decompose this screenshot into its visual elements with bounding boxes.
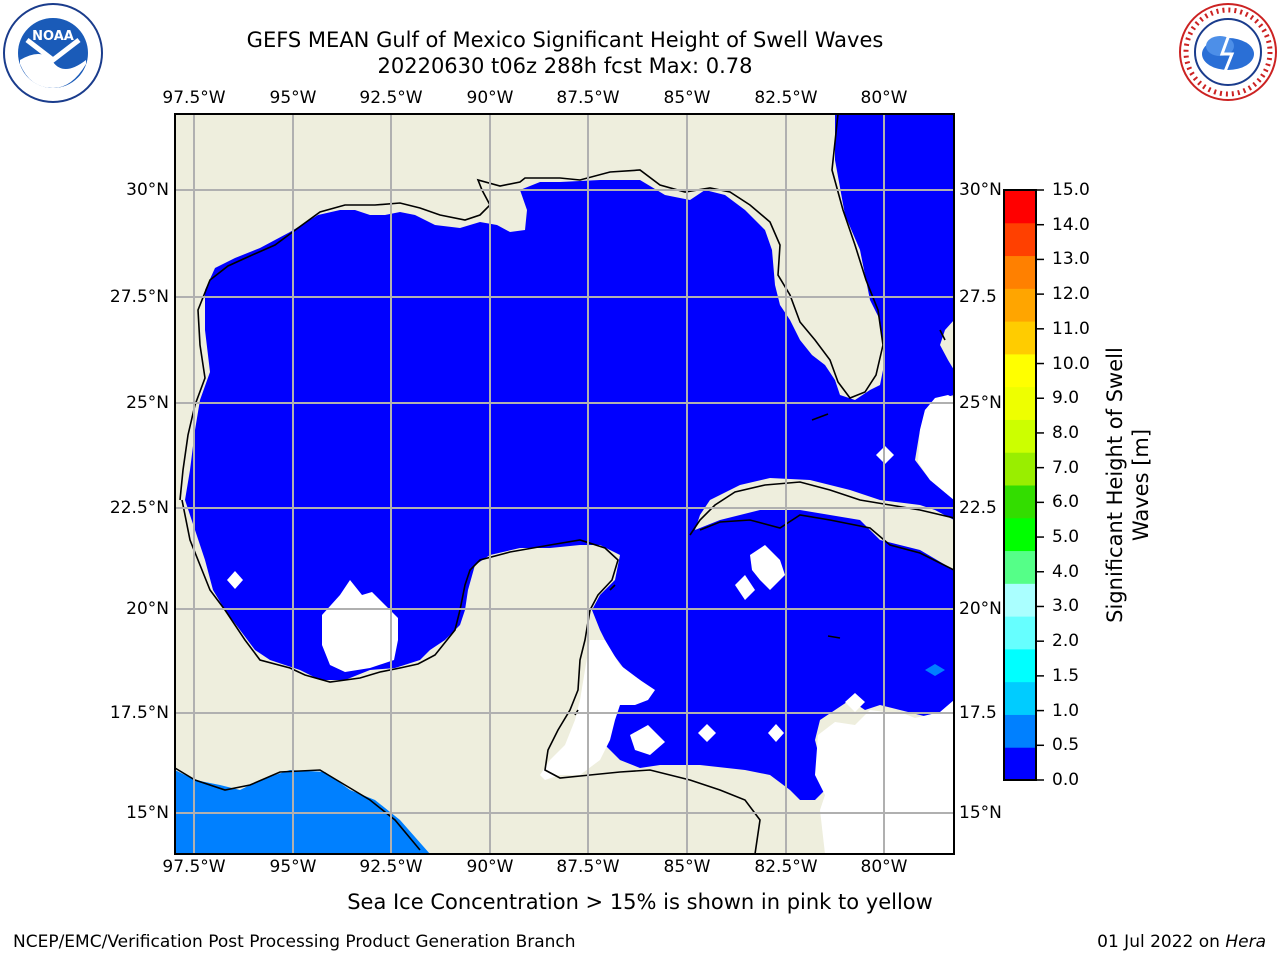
lat-label-right: 25°N: [959, 393, 1002, 413]
lon-label: 90°W: [466, 88, 514, 108]
lat-label-right: 20°N: [959, 599, 1002, 619]
lat-label: 30°N: [126, 180, 169, 200]
lon-label: 82.5°W: [754, 857, 818, 877]
lat-label: 20°N: [126, 599, 169, 619]
noaa-logo: NOAA: [3, 3, 103, 103]
lon-label: 80°W: [860, 88, 908, 108]
footer-date: 01 Jul 2022 on Hera: [1097, 932, 1266, 952]
colorbar-segment: [1004, 681, 1036, 715]
lat-label-right: 17.5: [959, 703, 997, 723]
colorbar-tick-label: 8.0: [1052, 422, 1080, 443]
footer-machine: Hera: [1225, 932, 1266, 952]
colorbar-segment: [1004, 321, 1036, 355]
colorbar-segment: [1004, 222, 1036, 257]
colorbar-segment: [1004, 583, 1036, 617]
lon-label: 97.5°W: [162, 857, 226, 877]
lat-label: 17.5°N: [109, 703, 169, 723]
colorbar-tick-label: 2.0: [1052, 631, 1080, 652]
lat-label-right: 30°N: [959, 180, 1002, 200]
colorbar-tick-label: 7.0: [1052, 457, 1080, 478]
colorbar-segment: [1004, 288, 1036, 322]
map-gridlines: [175, 114, 954, 854]
sea-ice-note: Sea Ice Concentration > 15% is shown in …: [347, 890, 933, 914]
nws-logo: [1179, 3, 1277, 101]
footer-date-text: 01 Jul 2022 on: [1097, 932, 1226, 952]
no-data-area: [322, 580, 398, 672]
colorbar-segment: [1004, 419, 1036, 453]
lon-label: 85°W: [663, 857, 711, 877]
colorbar: [1003, 189, 1044, 781]
lon-label: 85°W: [663, 88, 711, 108]
footer-credit: NCEP/EMC/Verification Post Processing Pr…: [13, 932, 576, 952]
lon-label: 87.5°W: [556, 88, 620, 108]
lon-label: 95°W: [269, 857, 317, 877]
lon-label: 92.5°W: [359, 88, 423, 108]
lat-label-right: 15°N: [959, 803, 1002, 823]
page-subtitle: 20220630 t06z 288h fcst Max: 0.78: [377, 54, 753, 78]
noaa-logo-text: NOAA: [32, 29, 74, 44]
colorbar-segment: [1004, 616, 1036, 650]
no-data-area: [735, 575, 755, 600]
colorbar-segment: [1004, 386, 1036, 420]
colorbar-segment: [1004, 648, 1036, 683]
colorbar-tick-label: 12.0: [1052, 284, 1090, 305]
lon-label: 80°W: [860, 857, 908, 877]
lon-label: 90°W: [466, 857, 514, 877]
colorbar-tick-label: 3.0: [1052, 596, 1080, 617]
colorbar-segment: [1004, 485, 1036, 519]
no-data-area: [918, 395, 954, 500]
colorbar-segment: [1004, 190, 1036, 224]
colorbar-tick-label: 5.0: [1052, 527, 1080, 548]
lat-label-right: 27.5: [959, 287, 997, 307]
lon-label: 87.5°W: [556, 857, 620, 877]
no-data-area: [630, 725, 665, 755]
lat-label: 22.5°N: [109, 498, 169, 518]
colorbar-tick-label: 1.0: [1052, 700, 1080, 721]
colorbar-tick-label: 13.0: [1052, 249, 1090, 270]
colorbar-label: Significant Height of Swell Waves [m]: [1103, 347, 1153, 623]
colorbar-segment: [1004, 747, 1036, 781]
lat-label-right: 22.5: [959, 498, 997, 518]
colorbar-tick-label: 10.0: [1052, 353, 1090, 374]
lon-label: 92.5°W: [359, 857, 423, 877]
colorbar-tick-label: 9.0: [1052, 388, 1080, 409]
colorbar-segment: [1004, 550, 1036, 584]
lon-label: 95°W: [269, 88, 317, 108]
lat-label: 27.5°N: [109, 287, 169, 307]
colorbar-tick-label: 6.0: [1052, 492, 1080, 513]
colorbar-segment: [1004, 255, 1036, 289]
no-data-area: [845, 693, 865, 712]
colorbar-tick-label: 15.0: [1052, 180, 1090, 200]
no-data-area: [540, 640, 655, 780]
colorbar-tick-label: 1.5: [1052, 665, 1080, 686]
lat-label: 15°N: [126, 803, 169, 823]
no-data-area: [227, 571, 243, 589]
colorbar-tick-label: 14.0: [1052, 214, 1090, 235]
colorbar-segment: [1004, 714, 1036, 748]
lat-label: 25°N: [126, 393, 169, 413]
swell-patch: [925, 664, 945, 676]
no-data-area: [750, 545, 785, 590]
colorbar-tick-label: 0.5: [1052, 735, 1080, 756]
colorbar-segment: [1004, 452, 1036, 486]
colorbar-frame: [1003, 189, 1037, 781]
map-frame: [174, 113, 955, 855]
lon-label: 97.5°W: [162, 88, 226, 108]
no-data-area: [768, 724, 784, 742]
page-title: GEFS MEAN Gulf of Mexico Significant Hei…: [246, 28, 884, 52]
lon-label: 82.5°W: [754, 88, 818, 108]
colorbar-tick-label: 4.0: [1052, 561, 1080, 582]
no-data-area: [698, 724, 716, 742]
colorbar-tick-label: 11.0: [1052, 318, 1090, 339]
colorbar-tick-label: 0.0: [1052, 770, 1080, 790]
colorbar-segment: [1004, 353, 1036, 388]
colorbar-segment: [1004, 517, 1036, 552]
